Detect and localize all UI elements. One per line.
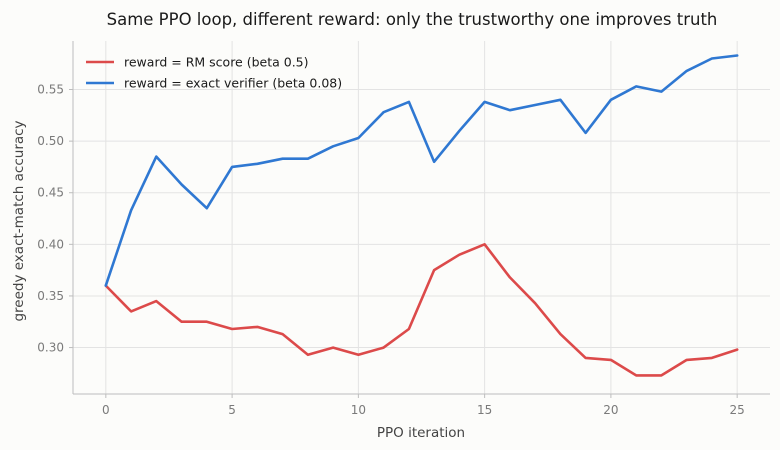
x-tick-label: 5 — [228, 403, 236, 417]
y-tick-label: 0.40 — [37, 237, 64, 251]
x-tick-label: 10 — [351, 403, 366, 417]
axes — [72, 41, 770, 395]
x-tick-label: 20 — [603, 403, 618, 417]
legend: reward = RM score (beta 0.5) reward = exa… — [86, 55, 342, 91]
y-tick-label: 0.45 — [37, 186, 64, 200]
grid — [73, 41, 770, 394]
series-line-2 — [104, 54, 739, 287]
y-tick-label: 0.50 — [37, 134, 64, 148]
x-axis-label: PPO iteration — [377, 425, 465, 441]
legend-label-2: reward = exact verifier (beta 0.08) — [124, 76, 342, 91]
y-tick-label: 0.30 — [37, 341, 64, 355]
y-axis-label: greedy exact-match accuracy — [11, 120, 27, 321]
x-tick-label: 25 — [730, 403, 745, 417]
series-lines — [104, 54, 739, 377]
legend-label-1: reward = RM score (beta 0.5) — [124, 55, 309, 70]
x-tick-label: 15 — [477, 403, 492, 417]
series-line-1 — [104, 243, 739, 377]
y-tick-label: 0.35 — [37, 289, 64, 303]
y-ticks: 0.30 0.35 0.40 0.45 0.50 0.55 — [37, 83, 73, 355]
x-tick-label: 0 — [102, 403, 110, 417]
y-tick-label: 0.55 — [37, 83, 64, 97]
x-ticks: 0 5 10 15 20 25 — [102, 394, 745, 417]
chart-title: Same PPO loop, different reward: only th… — [107, 10, 718, 29]
